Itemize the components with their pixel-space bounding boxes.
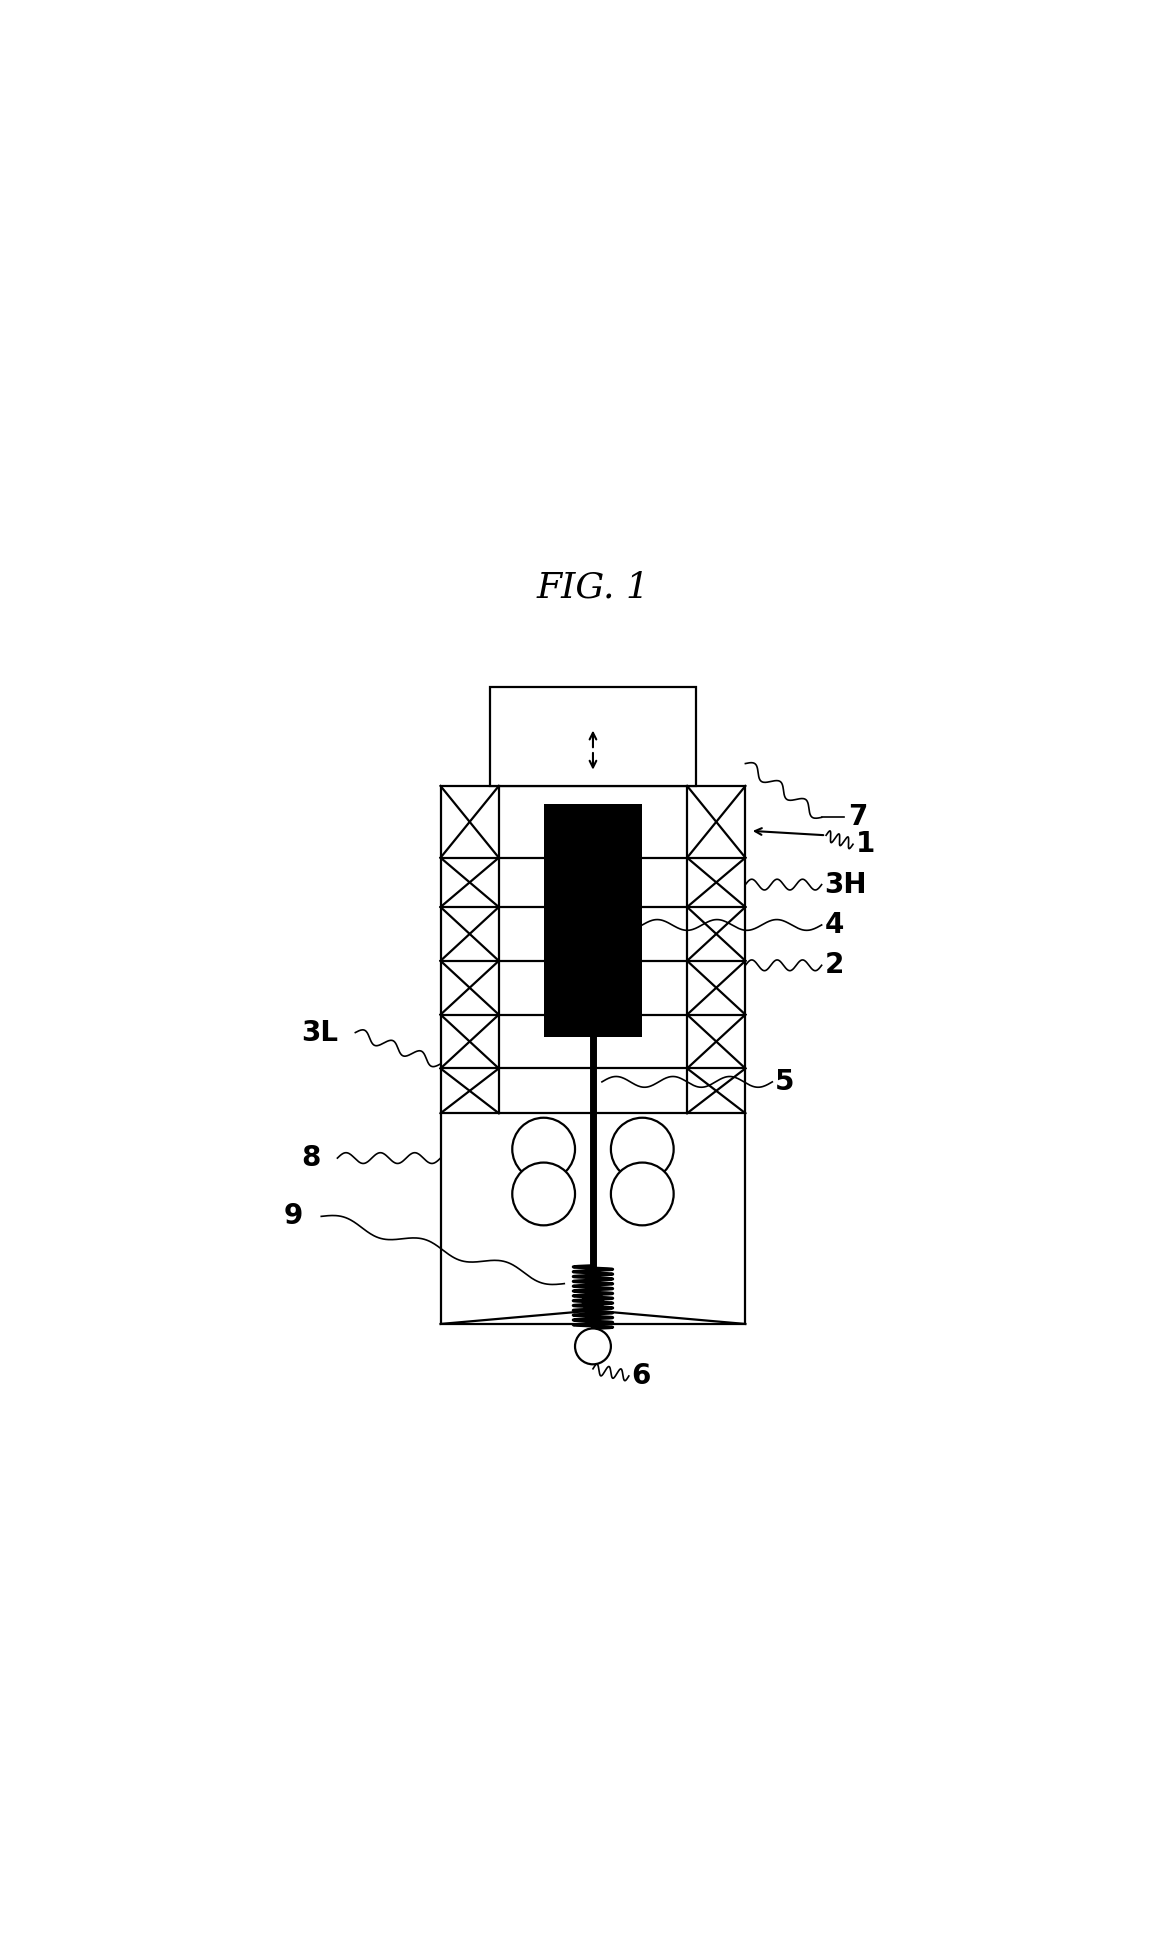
Circle shape <box>513 1162 575 1225</box>
Circle shape <box>582 1291 604 1312</box>
Text: 8: 8 <box>302 1145 320 1172</box>
Text: 3H: 3H <box>824 870 867 900</box>
Text: 2: 2 <box>824 952 843 979</box>
Text: 6: 6 <box>632 1363 651 1390</box>
Bar <box>544 804 642 1038</box>
Circle shape <box>575 1328 611 1365</box>
Text: 1: 1 <box>856 829 875 859</box>
Text: 3L: 3L <box>302 1018 339 1047</box>
Bar <box>489 687 697 787</box>
Circle shape <box>513 1118 575 1180</box>
Bar <box>441 787 745 1324</box>
Text: FIG. 1: FIG. 1 <box>537 570 649 606</box>
Circle shape <box>611 1162 673 1225</box>
Text: 5: 5 <box>775 1067 795 1096</box>
Text: 4: 4 <box>824 911 843 938</box>
Circle shape <box>611 1118 673 1180</box>
Text: 9: 9 <box>283 1203 303 1231</box>
Text: 7: 7 <box>848 804 868 831</box>
